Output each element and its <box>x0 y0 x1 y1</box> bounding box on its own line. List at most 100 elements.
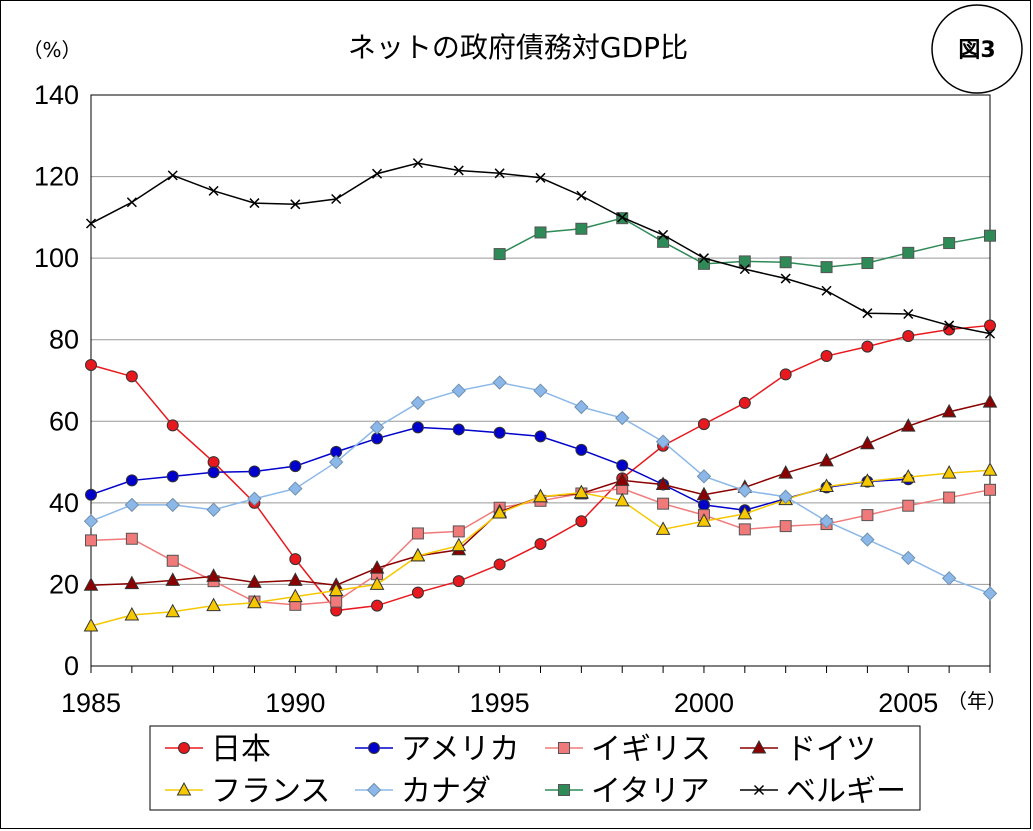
data-point-6-2007 <box>984 229 996 242</box>
data-point-7-1995 <box>494 168 505 179</box>
data-point-5-1990 <box>288 481 303 496</box>
x-tick-label-1995: 1995 <box>470 688 530 718</box>
data-point-7-2006 <box>944 320 955 331</box>
series-line-0 <box>90 324 991 612</box>
data-point-4-1993 <box>410 547 426 562</box>
data-point-7-2003 <box>821 285 832 296</box>
data-point-1-1990 <box>289 460 302 473</box>
chart-title: ネットの政府債務対GDP比 <box>348 31 688 64</box>
data-point-1-1988 <box>207 466 220 479</box>
data-point-1-1993 <box>411 421 424 434</box>
data-point-5-2004 <box>860 532 875 547</box>
data-point-6-2002 <box>779 256 792 269</box>
data-point-7-1992 <box>372 168 383 179</box>
data-point-0-1992 <box>371 599 384 612</box>
data-point-3-1988 <box>206 568 221 582</box>
data-point-0-1986 <box>125 370 138 383</box>
x-tick-label-1985: 1985 <box>61 688 121 718</box>
data-point-6-2004 <box>861 257 874 270</box>
x-tick-label-2000: 2000 <box>674 688 734 718</box>
data-point-7-1998 <box>617 212 628 223</box>
legend-box <box>149 725 921 811</box>
data-point-1-1986 <box>125 474 138 487</box>
series-lines <box>83 158 998 632</box>
y-tick-label-80: 80 <box>49 325 79 355</box>
data-point-7-2004 <box>862 308 873 319</box>
data-point-3-1992 <box>369 560 385 574</box>
series-line-7 <box>90 162 991 335</box>
axes: 0 20 40 60 80 100 120 140 1985 1990 1995 2000 2005 <box>34 80 991 718</box>
legend-marker-7 <box>753 784 765 796</box>
data-point-4-2007 <box>982 462 998 476</box>
data-point-0-1990 <box>289 553 302 566</box>
data-point-7-2000 <box>698 253 709 264</box>
data-point-3-2006 <box>941 403 957 418</box>
data-point-6-1996 <box>534 226 547 239</box>
x-axis-unit: （年） <box>947 689 1007 713</box>
data-point-4-1998 <box>614 492 630 507</box>
data-point-0-1996 <box>534 538 547 551</box>
data-point-0-1997 <box>575 515 588 528</box>
data-point-6-1999 <box>657 235 670 248</box>
legend-label-4: フランス <box>211 774 330 809</box>
legend-marker-5 <box>366 782 382 798</box>
data-point-0-1994 <box>452 575 465 588</box>
data-point-1-1994 <box>452 423 465 436</box>
data-point-7-1987 <box>167 170 178 181</box>
data-point-1-1997 <box>575 443 588 456</box>
legend-marker-4 <box>176 781 192 796</box>
data-point-6-2000 <box>697 257 710 270</box>
data-point-4-1995 <box>492 505 507 519</box>
data-point-0-2001 <box>738 396 751 409</box>
y-tick-label-20: 20 <box>49 569 79 599</box>
data-point-7-2007 <box>984 328 996 339</box>
data-point-7-1989 <box>249 198 260 209</box>
data-point-0-1985 <box>85 359 97 372</box>
data-point-3-1985 <box>83 577 99 591</box>
data-point-0-2007 <box>984 319 996 332</box>
data-point-2-1999 <box>657 497 670 510</box>
data-point-5-2002 <box>778 489 793 504</box>
data-point-1-1985 <box>85 488 97 501</box>
data-point-6-2001 <box>738 255 751 268</box>
data-point-2-2004 <box>861 509 874 522</box>
data-point-7-2001 <box>739 264 750 275</box>
series-5 <box>83 375 998 601</box>
data-point-1-1998 <box>616 459 629 472</box>
data-point-4-2003 <box>819 478 834 493</box>
data-point-2-2006 <box>943 491 956 504</box>
data-point-3-1989 <box>247 574 262 588</box>
data-point-4-1990 <box>287 588 303 603</box>
data-point-5-2000 <box>696 469 712 484</box>
legend-label-3: ドイツ <box>786 732 876 767</box>
data-point-4-1997 <box>574 484 589 499</box>
data-point-0-1993 <box>411 586 424 599</box>
legend-label-6: イタリア <box>591 774 710 809</box>
data-point-2-2002 <box>779 520 792 533</box>
data-point-6-1997 <box>575 222 588 235</box>
series-6 <box>493 212 996 274</box>
data-point-5-1988 <box>206 502 221 517</box>
legend-label-1: アメリカ <box>401 732 520 767</box>
data-point-5-1992 <box>369 420 385 435</box>
data-point-7-1999 <box>658 229 669 240</box>
data-point-5-1995 <box>492 375 507 390</box>
data-point-5-1989 <box>247 491 262 506</box>
data-point-1-1995 <box>493 426 506 439</box>
data-point-5-2007 <box>982 586 998 601</box>
data-point-5-2003 <box>819 514 834 529</box>
data-point-4-1988 <box>206 597 221 612</box>
legend-label-7: ベルギー <box>786 774 906 809</box>
data-point-0-1987 <box>166 419 179 432</box>
data-point-3-2004 <box>860 435 875 450</box>
data-point-2-1986 <box>125 532 138 545</box>
y-tick-label-0: 0 <box>64 651 79 681</box>
data-point-2-2005 <box>902 499 915 512</box>
data-point-3-2000 <box>696 486 712 501</box>
data-point-0-1995 <box>493 558 506 571</box>
data-point-2-2007 <box>984 483 996 496</box>
data-point-4-1991 <box>328 582 344 597</box>
data-point-4-2001 <box>737 505 753 520</box>
figure-badge-label: 図3 <box>958 38 995 63</box>
